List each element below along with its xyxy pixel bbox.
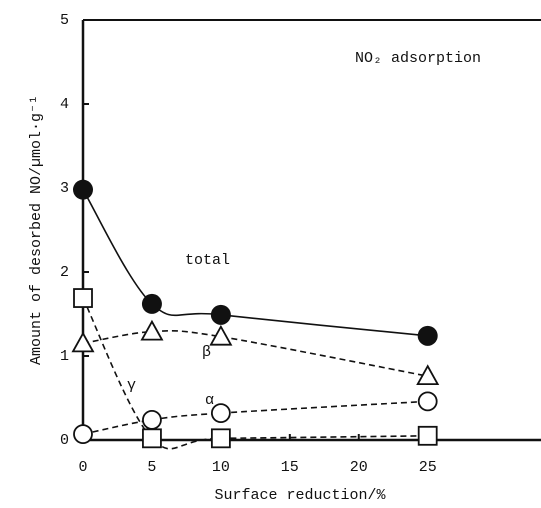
- marker: [417, 425, 438, 446]
- marker: [417, 391, 438, 412]
- marker: [71, 331, 95, 353]
- marker: [210, 428, 231, 449]
- series-line: [82, 297, 428, 450]
- y-axis-label: Amount of desorbed NO/µmol·g⁻¹: [28, 95, 45, 365]
- x-tick-label: 10: [212, 459, 230, 476]
- marker: [73, 424, 93, 445]
- series-label: α: [205, 392, 214, 409]
- y-tick-label: 1: [60, 348, 69, 365]
- x-tick-label: 0: [78, 459, 87, 476]
- x-tick-label: 20: [350, 459, 368, 476]
- y-tick-label: 4: [60, 96, 69, 113]
- marker: [416, 364, 440, 386]
- x-axis-label: Surface reduction/%: [214, 487, 386, 504]
- marker: [210, 403, 231, 424]
- series-label: β: [202, 344, 211, 361]
- marker: [73, 179, 93, 200]
- annotation: NO₂ adsorption: [355, 50, 481, 67]
- series-line: [82, 189, 428, 337]
- y-tick-label: 0: [60, 432, 69, 449]
- marker: [142, 409, 162, 430]
- marker: [141, 293, 162, 314]
- y-tick-label: 2: [60, 264, 69, 281]
- series-label: γ: [127, 377, 136, 394]
- x-tick-label: 25: [419, 459, 437, 476]
- series-line: [82, 400, 428, 435]
- marker: [142, 428, 162, 449]
- marker: [140, 319, 164, 341]
- marker: [209, 324, 233, 346]
- y-tick-label: 5: [60, 12, 69, 29]
- x-tick-label: 15: [281, 459, 299, 476]
- marker: [417, 325, 438, 346]
- series-label: total: [185, 252, 230, 269]
- x-tick-label: 5: [147, 459, 156, 476]
- marker: [73, 288, 93, 308]
- series-line: [82, 330, 428, 377]
- y-tick-label: 3: [60, 180, 69, 197]
- marker: [210, 304, 231, 325]
